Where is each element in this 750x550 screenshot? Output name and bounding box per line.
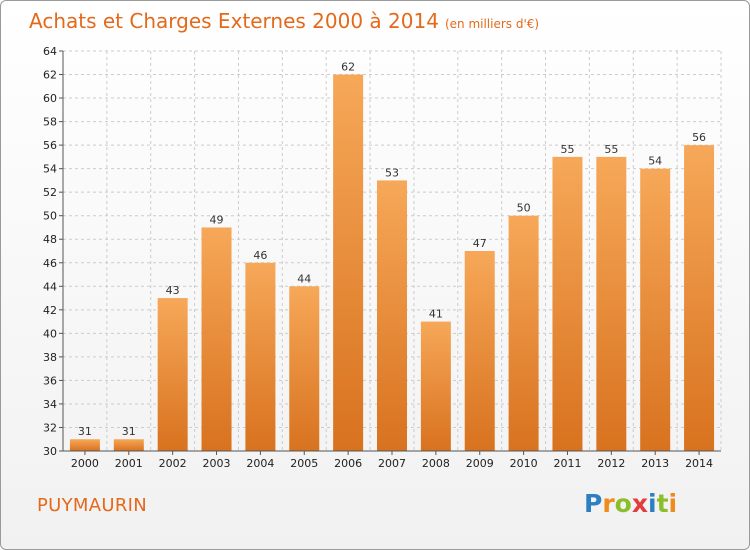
x-tick-label: 2012 [597, 457, 625, 470]
bar-value-label: 62 [341, 61, 355, 74]
bar [684, 145, 715, 451]
x-tick-label: 2008 [422, 457, 450, 470]
bar [420, 321, 451, 451]
x-tick-label: 2006 [334, 457, 362, 470]
bar [69, 439, 100, 451]
bar-value-label: 55 [604, 143, 618, 156]
bar-value-label: 46 [253, 249, 267, 262]
bar-value-label: 50 [517, 202, 531, 215]
bar [245, 262, 276, 451]
bar-value-label: 44 [297, 272, 311, 285]
x-tick-label: 2009 [466, 457, 494, 470]
bar-value-label: 56 [692, 131, 706, 144]
bar-value-label: 54 [648, 155, 662, 168]
y-tick-label: 52 [43, 186, 57, 199]
y-tick-label: 54 [43, 163, 57, 176]
bar-value-label: 53 [385, 166, 399, 179]
logo-letter: r [602, 489, 615, 518]
bar [289, 286, 320, 451]
bar-value-label: 31 [78, 425, 92, 438]
bar [157, 298, 188, 451]
bar-value-label: 55 [560, 143, 574, 156]
bar [333, 74, 364, 451]
x-tick-label: 2007 [378, 457, 406, 470]
y-tick-label: 58 [43, 116, 57, 129]
bar-value-label: 49 [210, 213, 224, 226]
chart-subtitle: (en milliers d'€) [444, 17, 540, 31]
x-tick-label: 2003 [203, 457, 231, 470]
y-tick-label: 50 [43, 210, 57, 223]
bar-value-label: 47 [473, 237, 487, 250]
y-tick-label: 42 [43, 304, 57, 317]
logo-letter: o [614, 489, 632, 518]
chart-title-text: Achats et Charges Externes 2000 à 2014 [29, 9, 439, 33]
y-tick-label: 48 [43, 233, 57, 246]
bar [596, 156, 627, 451]
bar [508, 215, 539, 451]
bar [377, 180, 407, 452]
x-tick-label: 2014 [685, 457, 713, 470]
labels: 30 32 34 36 38 40 42 44 46 48 50 52 54 56 58 60 62 64 31 20… [43, 45, 713, 470]
axes [59, 50, 721, 455]
town-name: PUYMAURIN [37, 495, 148, 516]
y-tick-label: 34 [43, 398, 57, 411]
y-tick-label: 64 [43, 45, 57, 58]
y-tick-label: 62 [43, 69, 57, 82]
bar [640, 168, 671, 451]
x-tick-label: 2011 [553, 457, 581, 470]
bar-value-label: 41 [429, 308, 443, 321]
chart-title: Achats et Charges Externes 2000 à 2014 (e… [29, 9, 539, 33]
x-tick-label: 2004 [246, 457, 274, 470]
y-tick-label: 44 [43, 280, 57, 293]
bar [201, 227, 232, 451]
y-tick-label: 46 [43, 257, 57, 270]
bar-value-label: 43 [166, 284, 180, 297]
y-tick-label: 60 [43, 92, 57, 105]
y-tick-label: 40 [43, 327, 57, 340]
y-tick-label: 38 [43, 351, 57, 364]
logo-letter: x [631, 489, 648, 518]
y-tick-label: 56 [43, 139, 57, 152]
x-tick-label: 2001 [115, 457, 143, 470]
y-tick-label: 30 [43, 445, 57, 458]
logo-letter: i [668, 489, 678, 518]
x-tick-label: 2010 [510, 457, 538, 470]
x-tick-label: 2013 [641, 457, 669, 470]
bar [464, 251, 495, 451]
bar [113, 439, 144, 451]
logo-letter: i [648, 489, 657, 518]
logo-letter: P [584, 489, 603, 518]
y-tick-label: 32 [43, 421, 57, 434]
x-tick-label: 2005 [290, 457, 318, 470]
x-tick-label: 2002 [159, 457, 187, 470]
bar-value-label: 31 [122, 425, 136, 438]
logo-letter: t [656, 489, 669, 518]
y-tick-label: 36 [43, 374, 57, 387]
bar [552, 156, 583, 451]
proxiti-logo[interactable]: Proxiti [584, 489, 677, 518]
bars [69, 74, 715, 452]
x-tick-label: 2000 [71, 457, 99, 470]
